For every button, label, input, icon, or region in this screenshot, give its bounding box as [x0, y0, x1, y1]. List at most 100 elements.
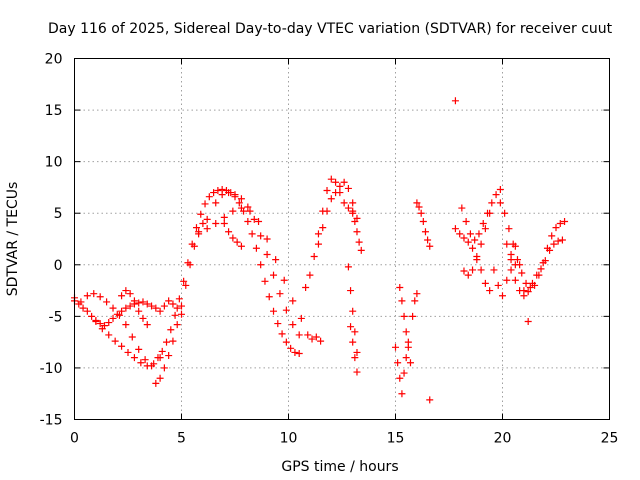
- data-point: [257, 261, 265, 269]
- data-point: [126, 290, 134, 298]
- data-point: [274, 320, 282, 328]
- data-point: [158, 347, 166, 355]
- data-point: [225, 189, 233, 197]
- data-point: [184, 259, 192, 267]
- series-arc-g: [156, 297, 185, 318]
- data-point: [195, 230, 203, 238]
- data-point: [291, 348, 299, 356]
- data-point: [349, 307, 357, 315]
- data-point: [214, 187, 222, 195]
- data-point: [496, 199, 504, 207]
- data-point: [244, 203, 252, 211]
- data-point: [178, 302, 185, 310]
- data-point: [289, 297, 297, 305]
- data-point: [210, 189, 218, 197]
- data-point: [109, 314, 117, 322]
- data-point: [327, 175, 335, 183]
- data-point: [167, 326, 175, 334]
- plot-frame: [74, 58, 610, 420]
- data-point: [451, 225, 459, 233]
- series-arc-o: [347, 323, 361, 376]
- data-point: [152, 379, 160, 387]
- data-point: [400, 369, 408, 377]
- data-point: [340, 178, 348, 186]
- data-point: [270, 307, 278, 315]
- series-arc-e: [152, 215, 211, 387]
- data-point: [357, 246, 365, 254]
- y-axis-ticks: -15 -10 -5 0 5 10 15 20: [40, 52, 610, 429]
- series-arc-x: [460, 209, 494, 279]
- data-point: [402, 354, 410, 362]
- data-point: [122, 304, 130, 312]
- data-point: [396, 374, 404, 382]
- data-point: [344, 204, 352, 212]
- data-point: [340, 199, 348, 207]
- data-point: [552, 224, 560, 232]
- data-point: [426, 396, 434, 404]
- series-arc-v: [451, 225, 494, 295]
- data-point: [417, 209, 425, 217]
- data-point: [558, 236, 566, 244]
- data-point: [503, 240, 511, 248]
- data-point: [212, 220, 220, 228]
- data-point: [392, 343, 399, 351]
- data-point: [556, 220, 564, 228]
- data-point: [312, 333, 320, 341]
- data-point: [419, 217, 427, 225]
- data-point: [143, 321, 151, 329]
- data-point: [490, 266, 498, 274]
- data-point: [83, 307, 91, 315]
- data-point: [203, 225, 211, 233]
- data-point: [473, 256, 481, 264]
- x-tick-label: 10: [280, 431, 298, 447]
- data-point: [111, 337, 119, 345]
- data-point: [533, 271, 541, 279]
- data-point: [135, 345, 143, 353]
- x-tick-label: 0: [70, 431, 79, 447]
- data-point: [255, 217, 263, 225]
- data-point: [135, 307, 143, 315]
- y-tick-label: 5: [54, 206, 63, 222]
- series-arc-ab: [503, 240, 519, 269]
- data-point: [353, 368, 361, 376]
- data-point: [139, 298, 147, 306]
- data-point: [486, 287, 494, 295]
- data-point: [165, 352, 173, 360]
- data-point: [308, 335, 316, 343]
- series-arc-aa: [507, 236, 566, 300]
- data-point: [479, 220, 487, 228]
- data-point: [280, 276, 288, 284]
- data-point: [522, 279, 530, 287]
- series-arc-s: [413, 199, 434, 250]
- data-point: [92, 318, 100, 326]
- data-point: [152, 304, 160, 312]
- data-point: [118, 342, 126, 350]
- data-point: [349, 199, 357, 207]
- data-point: [96, 320, 104, 328]
- data-point: [469, 244, 477, 252]
- data-point: [282, 338, 290, 346]
- data-point: [492, 191, 500, 199]
- data-point: [252, 244, 260, 252]
- series-arc-h: [195, 204, 305, 322]
- data-point: [516, 287, 524, 295]
- data-point: [88, 312, 96, 320]
- data-point: [143, 300, 151, 308]
- data-point: [548, 232, 556, 240]
- data-point: [347, 287, 355, 295]
- data-point: [481, 279, 489, 287]
- data-point: [263, 235, 271, 243]
- data-point: [263, 250, 271, 258]
- data-point: [398, 390, 406, 398]
- data-point: [246, 207, 254, 215]
- y-tick-label: 10: [45, 155, 63, 171]
- data-point: [295, 349, 303, 357]
- data-point: [169, 300, 177, 308]
- series-arc-i: [212, 189, 303, 339]
- data-point: [237, 242, 245, 250]
- data-point: [199, 220, 207, 228]
- data-point: [349, 207, 357, 215]
- series-arc-l: [302, 175, 357, 291]
- data-point: [513, 256, 521, 264]
- data-point: [135, 299, 143, 307]
